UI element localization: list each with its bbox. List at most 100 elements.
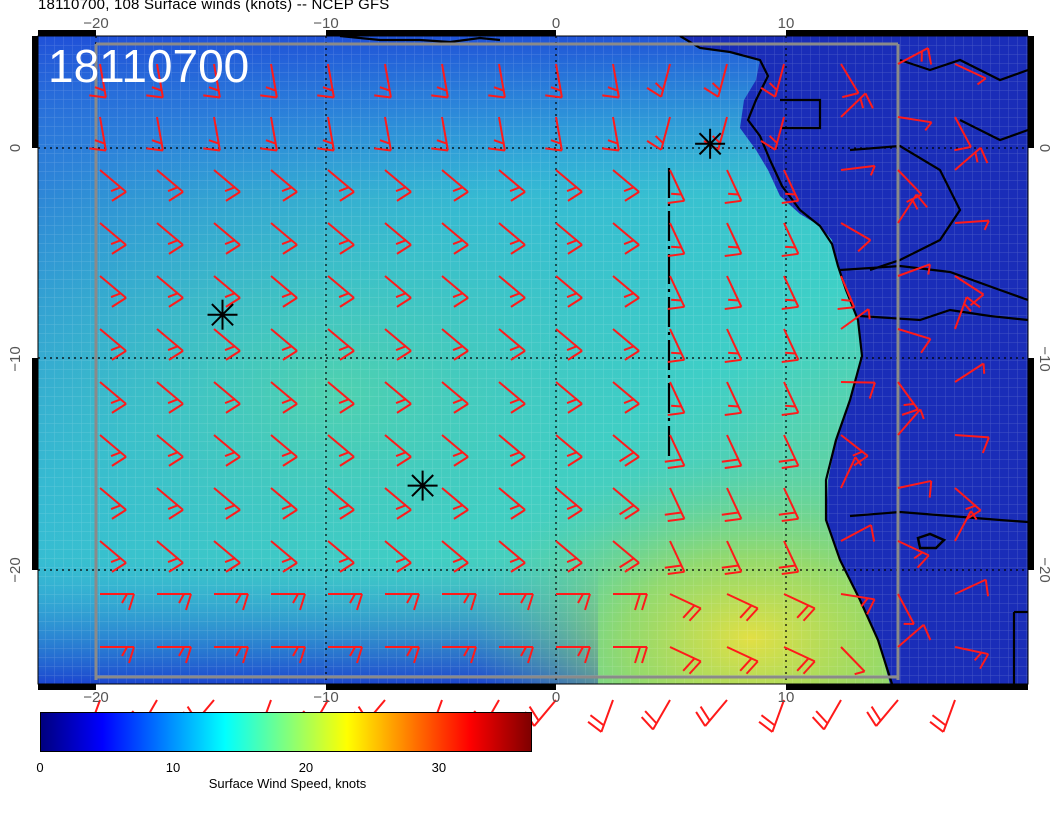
wind-barb — [271, 646, 306, 664]
wind-barb — [954, 434, 990, 454]
wind-barb — [99, 540, 127, 573]
lon-tick-label: −10 — [313, 689, 338, 706]
wind-barb — [328, 646, 363, 664]
wind-barb — [213, 434, 241, 467]
wind-barb — [213, 381, 241, 414]
wind-barb — [783, 593, 816, 622]
wind-barb — [89, 116, 107, 152]
wind-barb — [602, 63, 620, 99]
wind-barb — [612, 222, 640, 255]
wind-barb — [327, 434, 355, 467]
wind-barb — [384, 275, 412, 308]
wind-barb — [897, 47, 933, 65]
wind-barb — [327, 275, 355, 308]
wind-barb — [721, 434, 743, 470]
wind-barb — [555, 540, 583, 573]
wind-barb — [99, 169, 127, 202]
wind-barb — [556, 593, 591, 611]
colorbar-tick-label: 10 — [165, 760, 181, 775]
lon-tick-label: 10 — [778, 689, 795, 706]
lon-tick-label: 0 — [552, 15, 560, 32]
wind-barb — [840, 63, 860, 99]
colorbar — [40, 712, 532, 752]
wind-barb — [214, 646, 249, 664]
wind-barb — [203, 116, 221, 152]
wind-barb — [954, 510, 978, 542]
wind-barb — [317, 116, 335, 152]
wind-barb — [99, 275, 127, 308]
wind-barb — [667, 381, 686, 417]
wind-barb — [840, 381, 876, 399]
wind-barb — [89, 63, 107, 99]
wind-barb — [778, 487, 800, 523]
wind-barb — [555, 222, 583, 255]
wind-barb — [667, 222, 686, 258]
wind-barb — [317, 63, 335, 99]
wind-barb — [213, 540, 241, 573]
wind-barb — [954, 646, 990, 670]
wind-barb — [897, 193, 928, 224]
wind-barb — [156, 169, 184, 202]
wind-barb — [156, 434, 184, 467]
wind-barb — [866, 699, 899, 727]
wind-barb — [157, 646, 192, 664]
wind-barb — [954, 275, 985, 306]
lon-tick-label: −10 — [313, 15, 338, 32]
wind-barb — [612, 381, 640, 414]
axis-labels: −20 −20 −10 −10 0 0 10 10 0 0 −10 −10 −20 −20 — [7, 15, 1053, 706]
wind-barb — [840, 434, 869, 467]
wind-barb — [781, 328, 800, 364]
wind-barb — [498, 222, 526, 255]
coastlines — [339, 36, 1028, 684]
wind-barb — [327, 540, 355, 573]
storm-marker-icon — [695, 128, 726, 159]
wind-barb — [555, 328, 583, 361]
lon-tick-label: 10 — [778, 15, 795, 32]
storm-markers — [207, 128, 726, 501]
wind-barb — [270, 222, 298, 255]
lon-tick-label: −20 — [83, 15, 108, 32]
wind-barb — [156, 222, 184, 255]
wind-barb — [441, 169, 469, 202]
wind-barb — [897, 540, 930, 569]
wind-barb — [270, 328, 298, 361]
wind-barb — [498, 434, 526, 467]
wind-barb — [213, 328, 241, 361]
lat-tick-label: −20 — [7, 557, 24, 582]
wind-barb — [760, 63, 785, 98]
wind-barb — [667, 328, 686, 364]
wind-barb — [897, 263, 931, 277]
wind-barb — [602, 116, 620, 152]
wind-barb — [721, 540, 743, 576]
wind-barb — [669, 593, 702, 622]
wind-barb — [781, 169, 800, 205]
frame-ticks — [32, 30, 1034, 690]
wind-barb — [667, 275, 686, 311]
lat-tick-label: −20 — [1036, 557, 1053, 582]
wind-barb — [442, 593, 477, 611]
wind-barb — [498, 275, 526, 308]
wind-barb — [442, 646, 477, 664]
wind-barb — [587, 699, 614, 733]
wind-barb — [758, 699, 785, 733]
wind-barb — [545, 116, 563, 152]
wind-barb — [545, 63, 563, 99]
wind-barb — [328, 593, 363, 611]
wind-barb — [929, 699, 956, 733]
wind-barb — [270, 487, 298, 520]
wind-barb — [270, 275, 298, 308]
wind-barb — [640, 699, 671, 731]
wind-barb — [695, 699, 728, 727]
wind-barb — [703, 63, 728, 98]
wind-barb — [613, 646, 648, 664]
wind-barb — [384, 487, 412, 520]
wind-barb — [260, 63, 278, 99]
wind-barb — [270, 169, 298, 202]
wind-barb — [612, 434, 640, 467]
wind-barb — [556, 646, 591, 664]
wind-speed-field — [38, 36, 1028, 684]
colorbar-tick-label: 20 — [298, 760, 314, 775]
wind-barb — [156, 540, 184, 573]
wind-barb — [781, 275, 800, 311]
